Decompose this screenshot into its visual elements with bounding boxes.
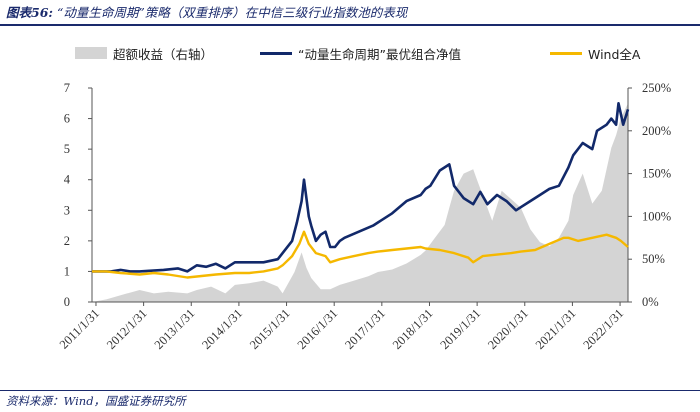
series-line-wind-all-a (92, 230, 629, 279)
legend-label-excess: 超额收益（右轴） (113, 46, 214, 62)
line-layer (92, 102, 630, 279)
legend-label-wind: Wind全A (588, 46, 641, 62)
left-tick-label: 0 (64, 295, 70, 309)
x-tick-label: 2017/1/31 (342, 306, 388, 352)
right-tick-label: 200% (642, 124, 671, 138)
right-tick-label: 250% (642, 81, 671, 95)
x-tick-label: 2014/1/31 (199, 306, 245, 352)
left-tick-label: 7 (64, 81, 70, 95)
left-tick-label: 6 (64, 112, 70, 126)
x-tick-label: 2011/1/31 (57, 306, 102, 351)
bottom-rule (0, 390, 700, 391)
x-tick-label: 2016/1/31 (295, 306, 341, 352)
x-tick-label: 2020/1/31 (485, 306, 531, 352)
legend-label-strategy: “动量生命周期”最优组合净值 (298, 46, 461, 62)
legend-item-excess: 超额收益（右轴） (75, 42, 213, 64)
legend-swatch-strategy (260, 51, 292, 55)
area-layer (92, 103, 628, 303)
figure-title: 图表56: “动量生命周期”策略（双重排序）在中信三级行业指数池的表现 (6, 2, 694, 24)
legend-item-strategy: “动量生命周期”最优组合净值 (260, 42, 461, 64)
x-tick-label: 2018/1/31 (390, 306, 436, 352)
top-rule (0, 24, 700, 26)
right-tick-label: 0% (642, 295, 659, 309)
left-tick-label: 3 (64, 203, 70, 217)
right-tick-label: 150% (642, 167, 671, 181)
legend-item-wind: Wind全A (550, 42, 640, 64)
left-tick-label: 2 (64, 234, 70, 248)
left-tick-label: 1 (64, 264, 70, 278)
left-tick-label: 4 (64, 173, 71, 187)
x-tick-label: 2019/1/31 (437, 306, 483, 352)
x-tick-label: 2012/1/31 (104, 306, 150, 352)
x-tick-label: 2015/1/31 (247, 306, 293, 352)
x-tick-label: 2022/1/31 (580, 306, 626, 352)
legend-swatch-excess (75, 47, 107, 59)
legend-swatch-wind (550, 51, 582, 55)
figure-number: 图表56: (6, 5, 54, 20)
legend: 超额收益（右轴） “动量生命周期”最优组合净值 Wind全A (75, 42, 675, 64)
source-note: 资料来源：Wind，国盛证券研究所 (6, 394, 186, 408)
right-tick-label: 100% (642, 209, 671, 223)
figure-title-text: “动量生命周期”策略（双重排序）在中信三级行业指数池的表现 (57, 5, 408, 20)
right-tick-label: 50% (642, 252, 665, 266)
left-tick-label: 5 (64, 142, 70, 156)
x-tick-label: 2013/1/31 (152, 306, 198, 352)
series-area-excess-return (92, 103, 628, 303)
series-line-strategy (92, 102, 630, 273)
axis-layer (88, 87, 632, 306)
x-tick-label: 2021/1/31 (533, 306, 579, 352)
